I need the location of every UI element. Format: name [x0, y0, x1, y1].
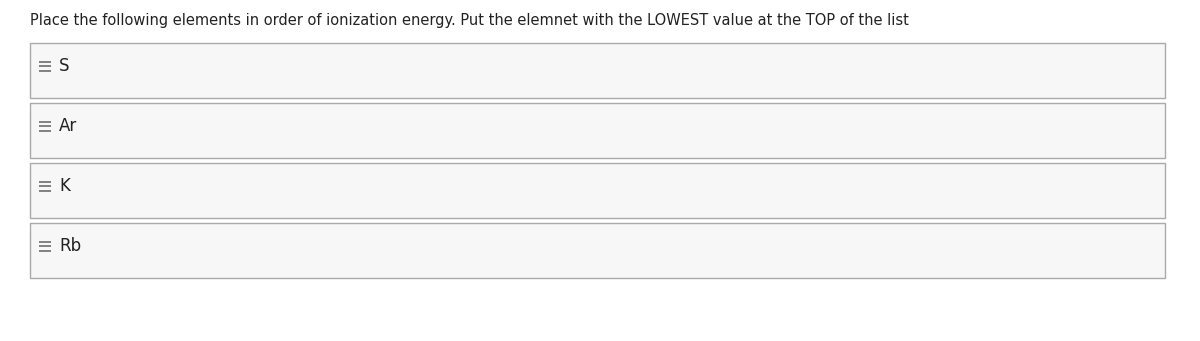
FancyBboxPatch shape	[30, 43, 1165, 98]
FancyBboxPatch shape	[30, 223, 1165, 278]
FancyBboxPatch shape	[30, 163, 1165, 218]
Text: Ar: Ar	[59, 117, 77, 135]
Text: S: S	[59, 57, 70, 75]
FancyBboxPatch shape	[30, 103, 1165, 158]
Text: Place the following elements in order of ionization energy. Put the elemnet with: Place the following elements in order of…	[30, 13, 908, 28]
Text: K: K	[59, 177, 70, 195]
Text: Rb: Rb	[59, 237, 82, 255]
